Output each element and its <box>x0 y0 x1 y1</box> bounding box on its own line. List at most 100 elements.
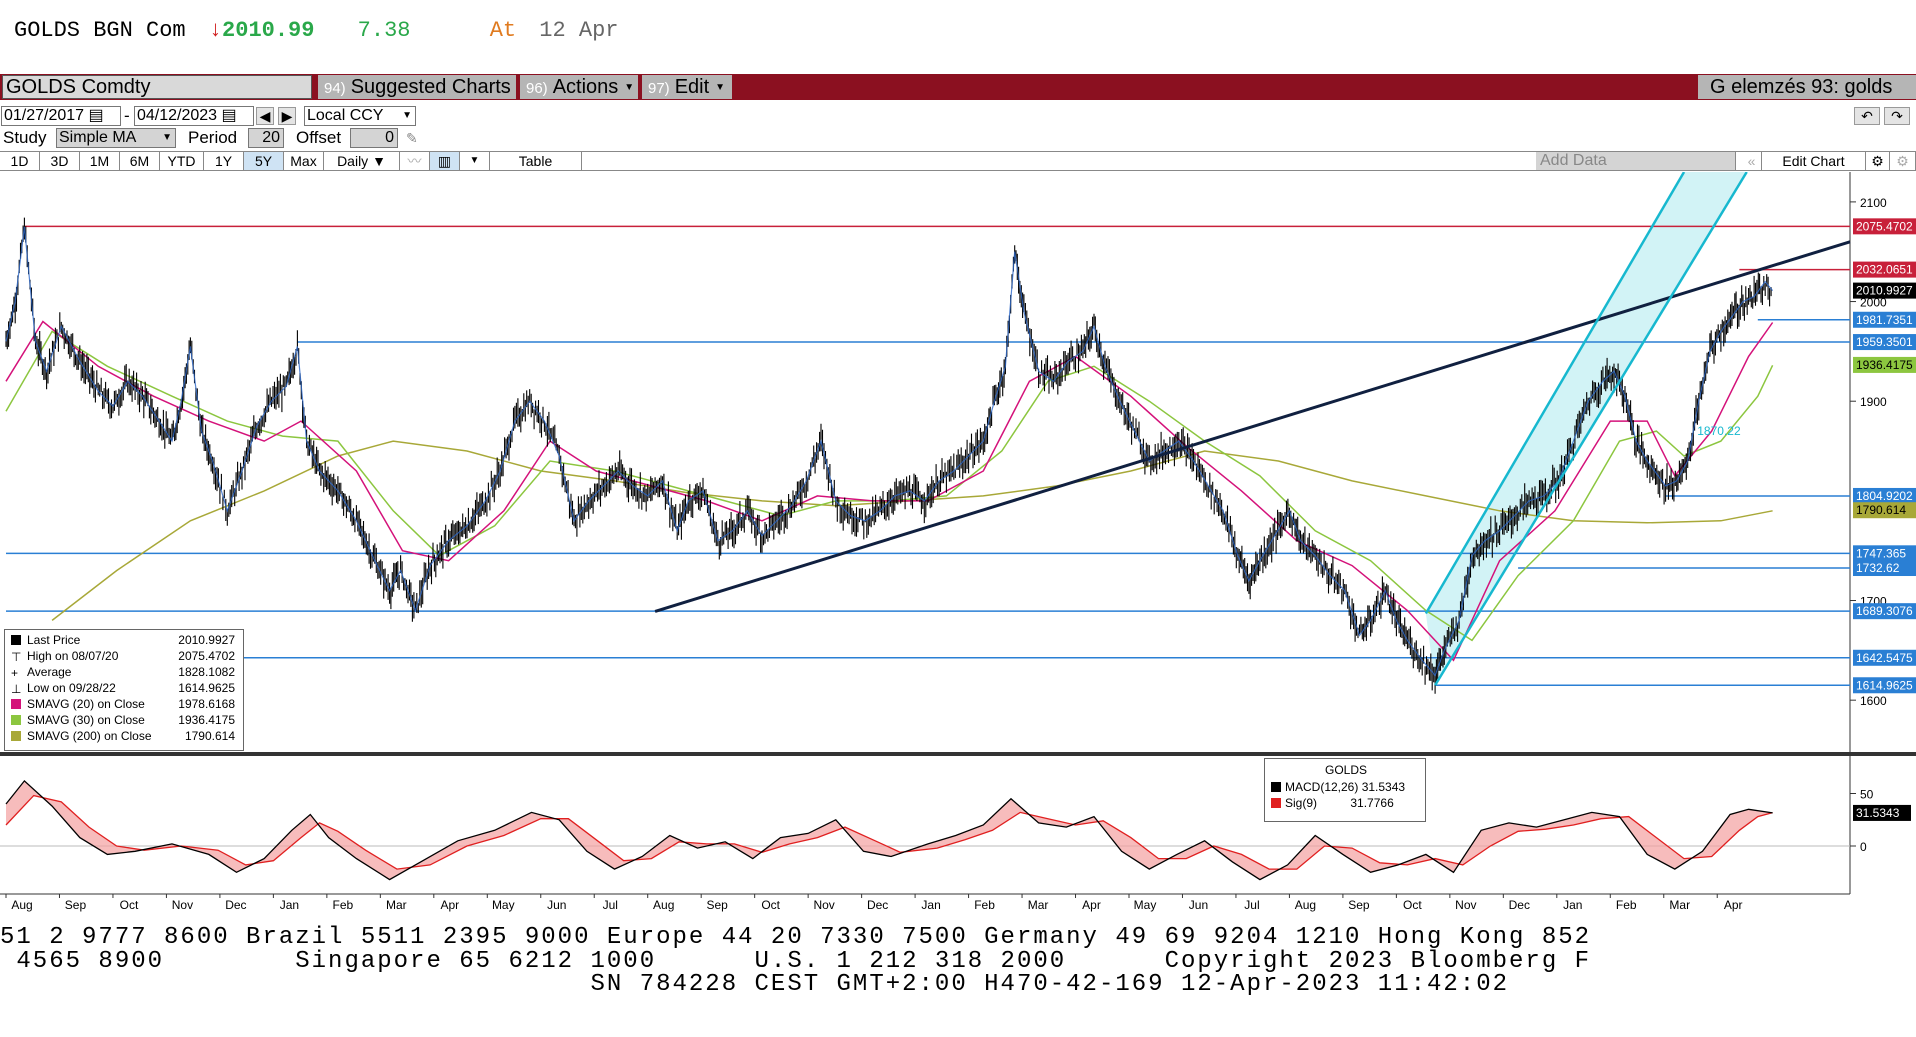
gear-icon[interactable]: ⚙ <box>1890 152 1916 170</box>
tab-ytd[interactable]: YTD <box>160 152 204 170</box>
date-dash: - <box>124 106 130 125</box>
macd-histogram-fill <box>6 780 1773 880</box>
price-change: 7.38 <box>357 18 411 43</box>
legend-item: Last Price 2010.9927 <box>11 632 239 648</box>
study-value: Simple MA <box>59 129 137 146</box>
legend-item: ⊥ Low on 09/28/22 1614.9625 <box>11 680 239 696</box>
x-tick-label: Jun <box>1189 898 1208 912</box>
y-tick-label: 2000 <box>1860 296 1887 310</box>
x-tick-label: Jan <box>280 898 299 912</box>
y-tick-label: 1600 <box>1860 694 1887 708</box>
study-select[interactable]: Simple MA ▼ <box>56 128 176 148</box>
tab-3d[interactable]: 3D <box>40 152 80 170</box>
level-tag-bg <box>1853 334 1916 351</box>
x-tick-label: Nov <box>172 898 193 912</box>
bar-style-icon[interactable]: ▥ <box>430 152 460 170</box>
x-tick-label: Feb <box>974 898 995 912</box>
currency-value: Local CCY <box>307 107 384 124</box>
contact-ticker-line-1: 51 2 9777 8600 Brazil 5511 2395 9000 Eur… <box>0 924 1592 951</box>
tab-6m[interactable]: 6M <box>120 152 160 170</box>
actions-button[interactable]: 96) Actions ▼ <box>520 75 638 99</box>
pencil-icon[interactable]: ✎ <box>406 130 418 146</box>
chart-settings-icon[interactable]: ⚙ <box>1866 152 1890 170</box>
undo-icon[interactable]: ↶ <box>1854 107 1880 125</box>
add-data-input[interactable]: Add Data <box>1536 152 1736 170</box>
legend-value: 31.5343 <box>1361 780 1406 794</box>
level-tag-bg <box>1853 603 1916 620</box>
x-tick-label: Apr <box>440 898 459 912</box>
axis-tag-bg <box>1853 282 1916 299</box>
edit-button[interactable]: 97) Edit ▼ <box>642 75 732 99</box>
x-tick-label: Nov <box>813 898 834 912</box>
level-tag: 1689.3076 <box>1856 604 1913 618</box>
x-tick-label: Dec <box>1509 898 1530 912</box>
tab-1m[interactable]: 1M <box>80 152 120 170</box>
tab-1y[interactable]: 1Y <box>204 152 244 170</box>
level-tag-bg <box>1853 487 1916 504</box>
currency-select[interactable]: Local CCY ▼ <box>304 106 416 126</box>
security-header: GOLDS BGN Com ↓2010.99 7.38 At 12 Apr <box>14 18 619 52</box>
level-tag-bg <box>1853 649 1916 666</box>
legend-item: SMAVG (200) on Close 1790.614 <box>11 728 239 744</box>
chevron-down-icon[interactable]: ▼ <box>460 152 490 170</box>
price-close-line <box>5 226 1774 677</box>
average-marker-icon: + <box>11 666 19 680</box>
actions-label: Actions <box>552 76 619 98</box>
next-range-button[interactable]: ▶ <box>278 107 296 125</box>
tab-max[interactable]: Max <box>284 152 324 170</box>
start-date: 01/27/2017 <box>4 107 85 124</box>
legend-item: SMAVG (30) on Close 1936.4175 <box>11 712 239 728</box>
x-tick-label: Jul <box>1244 898 1259 912</box>
ticker-label: GOLDS BGN Com <box>14 18 186 43</box>
level-tag-bg <box>1853 218 1916 235</box>
end-date-input[interactable]: 04/12/2023 ▤ <box>134 106 254 126</box>
tab-5y[interactable]: 5Y <box>244 152 284 170</box>
saved-chart-title[interactable]: G elemzés 93: golds <box>1698 75 1916 99</box>
x-tick-label: Apr <box>1724 898 1743 912</box>
x-tick-label: Jun <box>547 898 566 912</box>
level-tag: 2032.0651 <box>1856 263 1913 277</box>
legend-item: MACD(12,26) 31.5343 <box>1271 779 1421 795</box>
legend-item: SMAVG (20) on Close 1978.6168 <box>11 696 239 712</box>
security-input[interactable]: GOLDS Comdty <box>2 75 312 99</box>
period-input[interactable]: 20 <box>248 128 284 148</box>
level-tag-bg <box>1853 560 1916 577</box>
line-style-icon[interactable]: 〰 <box>400 152 430 170</box>
table-button[interactable]: Table <box>490 152 582 170</box>
frequency-select[interactable]: Daily ▼ <box>324 152 400 170</box>
collapse-icon[interactable]: « <box>1742 152 1762 170</box>
suggested-label: Suggested Charts <box>350 76 511 98</box>
suggested-num: 94) <box>324 80 346 97</box>
actions-num: 96) <box>526 80 548 97</box>
quote-date: 12 Apr <box>539 18 619 43</box>
x-tick-label: Oct <box>120 898 139 912</box>
offset-label: Offset <box>296 128 342 147</box>
chevron-down-icon: ▼ <box>162 132 172 143</box>
legend-label: High on 08/07/20 <box>27 649 119 663</box>
start-date-input[interactable]: 01/27/2017 ▤ <box>1 106 121 126</box>
x-tick-label: Jul <box>603 898 618 912</box>
x-tick-label: Aug <box>653 898 674 912</box>
edit-chart-button[interactable]: Edit Chart <box>1762 152 1866 170</box>
legend-label: Low on 09/28/22 <box>27 681 116 695</box>
chevron-down-icon: ▼ <box>372 153 386 169</box>
offset-input[interactable]: 0 <box>350 128 398 148</box>
suggested-charts-button[interactable]: 94) Suggested Charts <box>318 75 516 99</box>
prev-range-button[interactable]: ◀ <box>256 107 274 125</box>
x-tick-label: Mar <box>1028 898 1049 912</box>
redo-icon[interactable]: ↷ <box>1884 107 1910 125</box>
x-tick-label: Oct <box>1403 898 1422 912</box>
legend-label: SMAVG (30) on Close <box>27 713 145 727</box>
frequency-value: Daily <box>337 153 369 169</box>
legend-value: 1828.1082 <box>178 665 235 679</box>
y-tick-label: 2100 <box>1860 196 1887 210</box>
chevron-down-icon: ▼ <box>715 81 726 93</box>
x-tick-label: Aug <box>11 898 32 912</box>
tab-1d[interactable]: 1D <box>0 152 40 170</box>
x-tick-label: Aug <box>1295 898 1316 912</box>
channel-fill <box>1425 172 1747 686</box>
level-tag: 1642.5475 <box>1856 651 1913 665</box>
edit-num: 97) <box>648 80 670 97</box>
axis-tag: 1936.4175 <box>1856 358 1913 372</box>
level-tag: 2075.4702 <box>1856 219 1913 233</box>
